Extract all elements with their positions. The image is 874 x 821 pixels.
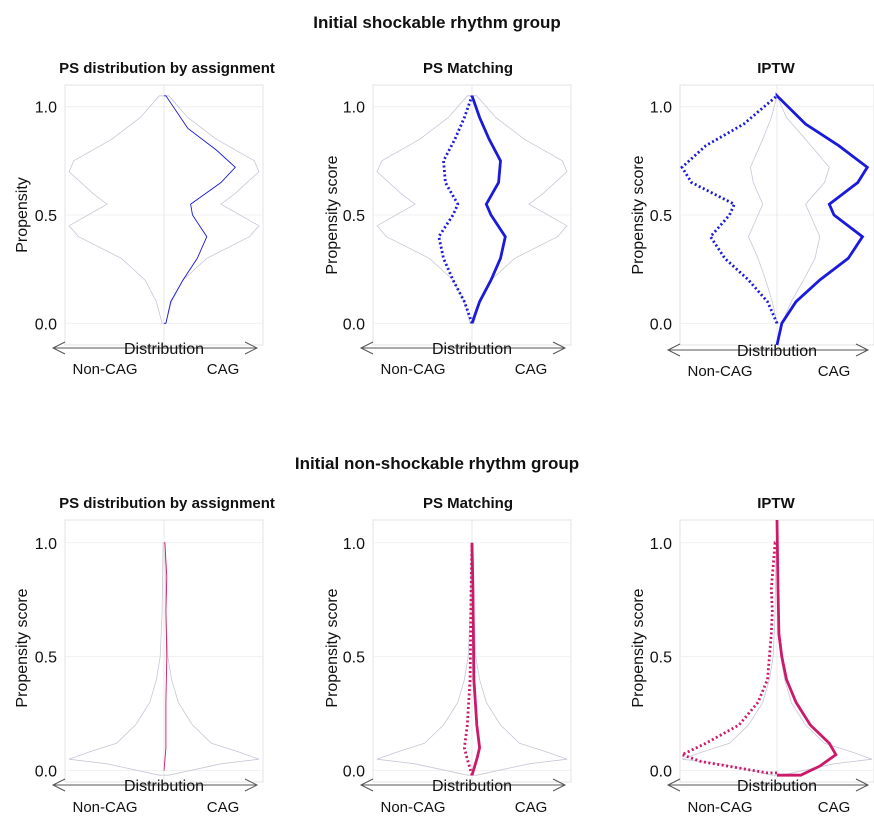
x-axis-label: Distribution [737, 778, 817, 795]
y-tick-label: 0.0 [343, 764, 365, 781]
violin-left-unweighted-curve [68, 95, 165, 324]
panel-title: PS distribution by assignment [59, 60, 275, 77]
y-axis-label: Propensity score [324, 588, 341, 707]
violin-panel-1: 0.0 0.5 1.0 PS distribution by assignment Pr… [14, 60, 275, 378]
group-title-bottom: Initial non-shockable rhythm group [295, 454, 579, 473]
violin-panel-2: 0.0 0.5 1.0 PS Matching Propensity score Dist… [324, 60, 572, 378]
y-tick-label: 0.0 [650, 764, 672, 781]
left-group-label: Non-CAG [72, 361, 137, 378]
violin-panel-3: 0.0 0.5 1.0 IPTW Propensity score Distributio… [630, 60, 874, 380]
y-axis-label: Propensity score [630, 155, 647, 274]
panel-title: PS distribution by assignment [59, 495, 275, 512]
violin-right-weighted-curve [775, 92, 870, 346]
distribution-arrow [359, 778, 567, 792]
distribution-arrow [51, 778, 259, 792]
y-tick-label: 1.0 [343, 100, 365, 117]
distribution-arrow [359, 341, 567, 355]
right-group-label: CAG [207, 361, 240, 378]
y-tick-label: 0.0 [35, 316, 57, 333]
group-title-top: Initial shockable rhythm group [313, 13, 560, 32]
panels: 0.0 0.5 1.0 PS distribution by assignment Pr… [14, 60, 874, 816]
violin-right-unweighted-curve [776, 95, 830, 346]
y-tick-label: 0.5 [343, 208, 365, 225]
y-axis-label: Propensity score [14, 588, 31, 707]
distribution-arrow [666, 778, 870, 792]
violin-left-unweighted-curve [748, 95, 778, 324]
distribution-arrow [666, 343, 870, 357]
y-tick-label: 0.0 [35, 764, 57, 781]
x-axis-label: Distribution [124, 341, 204, 358]
right-group-label: CAG [818, 799, 851, 816]
right-group-label: CAG [207, 799, 240, 816]
y-axis-label: Propensity score [324, 155, 341, 274]
left-group-label: Non-CAG [380, 799, 445, 816]
violin-left-weighted-curve [678, 541, 778, 775]
left-group-label: Non-CAG [72, 799, 137, 816]
left-group-label: Non-CAG [380, 361, 445, 378]
right-group-label: CAG [515, 799, 548, 816]
y-tick-label: 1.0 [35, 536, 57, 553]
violin-right-weighted-curve [470, 542, 482, 776]
x-axis-label: Distribution [737, 343, 817, 360]
panel-title: PS Matching [423, 495, 513, 512]
y-tick-label: 1.0 [343, 536, 365, 553]
violin-left-unweighted-curve [681, 542, 778, 776]
left-group-label: Non-CAG [687, 799, 752, 816]
violin-panel-4: 0.0 0.5 1.0 PS distribution by assignment Pr… [14, 495, 275, 816]
y-tick-label: 0.0 [650, 316, 672, 333]
panel-title: IPTW [757, 60, 795, 77]
violin-left-weighted-curve [680, 92, 779, 324]
panel-title: PS Matching [423, 60, 513, 77]
y-tick-label: 0.5 [343, 650, 365, 667]
violin-left-unweighted-curve [376, 542, 473, 776]
violin-right-weighted-curve [163, 542, 168, 771]
violin-right-weighted-curve [775, 519, 838, 777]
violin-panel-6: 0.0 0.5 1.0 IPTW Propensity score Distributio… [630, 495, 874, 816]
x-axis-label: Distribution [432, 341, 512, 358]
violin-left-weighted-curve [462, 542, 474, 776]
y-tick-label: 0.0 [343, 316, 365, 333]
panel-title: IPTW [757, 495, 795, 512]
violin-right-weighted-curve [163, 95, 236, 324]
violin-right-weighted-curve [470, 95, 507, 324]
right-group-label: CAG [515, 361, 548, 378]
distribution-arrow [51, 341, 259, 355]
y-tick-label: 1.0 [35, 100, 57, 117]
violin-panel-5: 0.0 0.5 1.0 PS Matching Propensity score Dist… [324, 495, 572, 816]
y-tick-label: 1.0 [650, 100, 672, 117]
violin-left-weighted-curve [437, 95, 474, 324]
violin-right-unweighted-curve [163, 542, 260, 776]
y-axis-label: Propensity score [630, 588, 647, 707]
y-axis-label: Propensity [14, 177, 31, 253]
violin-right-unweighted-curve [471, 542, 568, 776]
x-axis-label: Distribution [124, 778, 204, 795]
violin-left-unweighted-curve [376, 95, 473, 324]
x-axis-label: Distribution [432, 778, 512, 795]
y-tick-label: 1.0 [650, 536, 672, 553]
y-tick-label: 0.5 [35, 208, 57, 225]
y-tick-label: 0.5 [650, 208, 672, 225]
left-group-label: Non-CAG [687, 363, 752, 380]
violin-left-unweighted-curve [68, 542, 165, 776]
y-tick-label: 0.5 [650, 650, 672, 667]
right-group-label: CAG [818, 363, 851, 380]
y-tick-label: 0.5 [35, 650, 57, 667]
